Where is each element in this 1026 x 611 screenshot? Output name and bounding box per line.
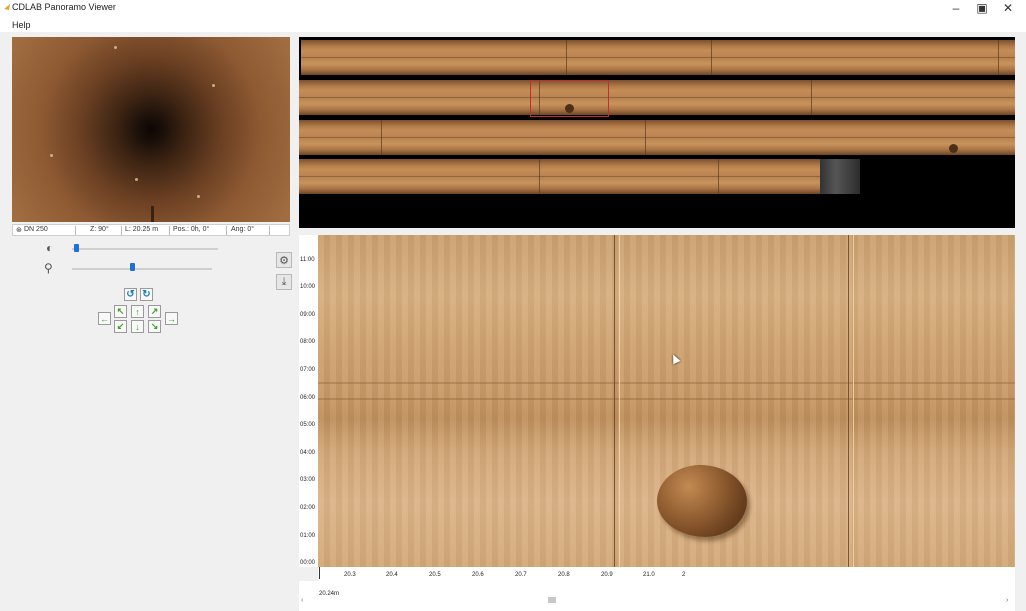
- pipe-joint: [614, 235, 620, 567]
- pipe-preview-image[interactable]: [12, 37, 290, 222]
- panorama-strip-1[interactable]: [301, 40, 1015, 75]
- status-length: L: 20.25 m: [125, 226, 159, 233]
- clock-label: 05:00: [300, 422, 316, 428]
- settings-gear-icon[interactable]: ⚙: [276, 252, 292, 268]
- pipe-end-shadow: [820, 159, 860, 194]
- up-right-arrow-icon[interactable]: ↗: [148, 305, 161, 318]
- distance-tick: 21.0: [643, 572, 655, 578]
- title-bar: CDLAB Panoramo Viewer – ▣ ✕: [0, 0, 1026, 20]
- zoom-icon: ⚲: [44, 261, 53, 275]
- clock-label: 07:00: [300, 367, 316, 373]
- left-arrow-icon[interactable]: ←: [98, 312, 111, 325]
- pipe-joint: [848, 235, 854, 567]
- status-z: Z: 90°: [90, 226, 109, 233]
- clock-label: 01:00: [300, 533, 316, 539]
- pipe-obstacle[interactable]: [657, 465, 747, 537]
- clock-label: 04:00: [300, 450, 316, 456]
- current-view-indicator[interactable]: [530, 80, 609, 117]
- close-icon[interactable]: ✕: [1002, 1, 1014, 15]
- clock-label: 06:00: [300, 395, 316, 401]
- status-angle: Ang: 0°: [231, 226, 255, 233]
- distance-readout: 20.24m: [319, 591, 340, 597]
- status-diameter: DN 250: [24, 226, 48, 233]
- clock-label: 11:00: [300, 257, 315, 263]
- horizontal-scrollbar-thumb[interactable]: [548, 597, 556, 603]
- clock-label: 09:00: [300, 312, 316, 318]
- minimize-icon[interactable]: –: [952, 1, 960, 15]
- panorama-strip-3[interactable]: [299, 120, 1015, 155]
- menu-help[interactable]: Help: [12, 20, 31, 30]
- bottom-bar: 20.24m ‹ ›: [299, 581, 1015, 611]
- zoom-slider-thumb[interactable]: [130, 263, 135, 271]
- restore-icon[interactable]: ▣: [976, 1, 988, 15]
- scroll-right-icon[interactable]: ›: [1006, 597, 1009, 604]
- distance-axis: 20.3 20.4 20.5 20.6 20.7 20.8 20.9 21.0 …: [318, 567, 1015, 581]
- distance-tick: 20.5: [429, 572, 441, 578]
- unrolled-pipe-detail-view[interactable]: [318, 235, 1015, 567]
- distance-tick: 20.6: [472, 572, 484, 578]
- clock-label: 00:00: [300, 560, 316, 566]
- panorama-strip-4[interactable]: [299, 159, 824, 194]
- up-left-arrow-icon[interactable]: ↖: [114, 305, 127, 318]
- brightness-icon: ◐: [46, 241, 54, 255]
- down-left-arrow-icon[interactable]: ↙: [114, 320, 127, 333]
- brightness-slider[interactable]: [72, 248, 218, 250]
- down-arrow-icon[interactable]: ↓: [131, 320, 144, 333]
- clock-label: 03:00: [300, 477, 316, 483]
- distance-tick: 20.4: [386, 572, 398, 578]
- clock-label: 08:00: [300, 339, 316, 345]
- distance-tick: 2: [682, 572, 686, 578]
- scroll-left-icon[interactable]: ‹: [301, 597, 304, 604]
- panorama-overview[interactable]: [299, 37, 1015, 228]
- menu-bar: Help: [0, 20, 1026, 32]
- zoom-slider[interactable]: [72, 268, 212, 270]
- brightness-slider-thumb[interactable]: [74, 244, 79, 252]
- clock-label: 10:00: [300, 284, 316, 290]
- clock-label: 02:00: [300, 505, 316, 511]
- diameter-icon: ⊛: [16, 227, 22, 234]
- panorama-strip-2[interactable]: [299, 80, 1015, 115]
- right-arrow-icon[interactable]: →: [165, 312, 178, 325]
- rotate-right-icon[interactable]: ↻: [140, 288, 153, 301]
- up-arrow-icon[interactable]: ↑: [131, 305, 144, 318]
- distance-tick: 20.3: [344, 572, 356, 578]
- export-icon[interactable]: ⤓: [276, 274, 292, 290]
- distance-tick: 20.9: [601, 572, 613, 578]
- preview-status-bar: ⊛ DN 250 Z: 90° L: 20.25 m Pos.: 0h, 0° …: [12, 224, 290, 236]
- clock-position-axis: 11:00 10:00 09:00 08:00 07:00 06:00 05:0…: [299, 235, 318, 567]
- rotate-left-icon[interactable]: ↺: [124, 288, 137, 301]
- down-right-arrow-icon[interactable]: ↘: [148, 320, 161, 333]
- app-logo-icon: [3, 3, 11, 11]
- distance-tick: 20.8: [558, 572, 570, 578]
- window-title: CDLAB Panoramo Viewer: [12, 2, 116, 12]
- distance-tick: 20.7: [515, 572, 527, 578]
- status-position: Pos.: 0h, 0°: [173, 226, 210, 233]
